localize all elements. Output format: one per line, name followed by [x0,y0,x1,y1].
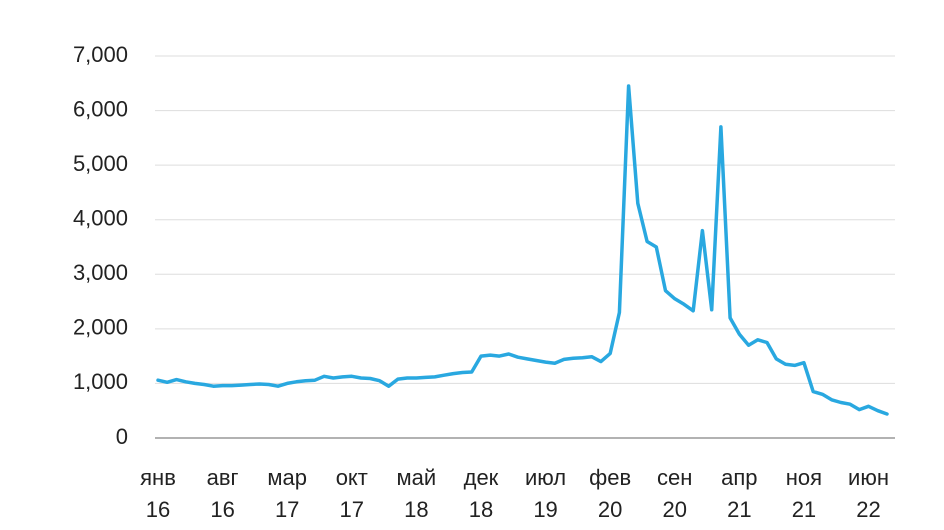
x-tick-label: апр 21 [721,465,758,522]
y-tick-label: 7,000 [73,42,128,67]
x-tick-label: дек 18 [463,465,499,522]
y-tick-label: 6,000 [73,96,128,121]
y-tick-label: 3,000 [73,260,128,285]
y-tick-label: 0 [116,424,128,449]
data-line [156,84,889,416]
x-tick-label: ноя 21 [785,465,823,522]
y-tick-label: 5,000 [73,151,128,176]
x-tick-label: июл 19 [524,465,567,522]
x-tick-label: окт 17 [335,465,368,522]
y-tick-label: 2,000 [73,315,128,340]
y-tick-label: 4,000 [73,206,128,231]
x-tick-label: май 18 [396,465,437,522]
x-tick-label: мар 17 [267,465,307,522]
x-tick-label: янв 16 [140,465,176,522]
x-tick-label: сен 20 [657,465,693,522]
x-tick-label: фев 20 [589,465,632,522]
y-tick-label: 1,000 [73,369,128,394]
x-tick-label: июн 22 [848,465,889,522]
x-tick-label: авг 16 [206,465,239,522]
